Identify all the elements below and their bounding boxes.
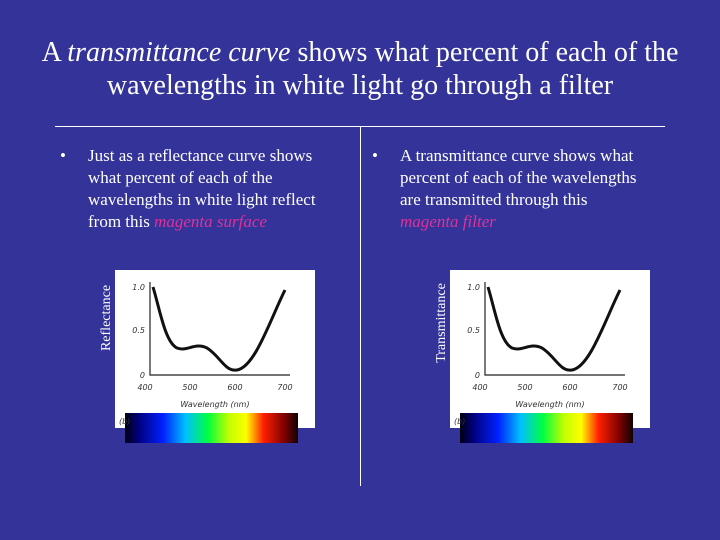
x-tick-label: 400 (137, 383, 152, 392)
x-tick-label: 600 (227, 383, 242, 392)
y-tick-label: 1.0 (132, 283, 145, 292)
curve (151, 286, 287, 372)
x-tick-label: 600 (562, 383, 577, 392)
spectrum-panel: 1.0 0.5 0 400 500 600 700 Wavelength (nm) (b) (115, 270, 315, 443)
title-text: shows what percent of each of the wavele… (106, 37, 679, 101)
x-label: Wavelength (nm) (515, 400, 584, 409)
panel-tag: (b) (119, 417, 130, 426)
x-tick-label: 500 (517, 383, 532, 392)
x-tick-label: 400 (472, 383, 487, 392)
x-tick-label: 500 (182, 383, 197, 392)
axes (484, 282, 625, 376)
bullet-highlight: magenta filter (400, 212, 496, 231)
title-text: A (41, 37, 68, 68)
axis-label: Transmittance (434, 283, 449, 363)
spectrum (460, 413, 633, 443)
bullet: • Just as a reflectance curve shows what … (60, 146, 316, 231)
title: A transmittance curve shows what percent… (40, 36, 680, 102)
curve (486, 286, 622, 372)
y-tick-label: 1.0 (467, 283, 480, 292)
panel-tag: (b) (454, 417, 465, 426)
axis-label: Reflectance (99, 284, 114, 352)
y-tick-label: 0.5 (467, 326, 480, 335)
bullet-highlight: magenta surface (154, 212, 267, 231)
x-tick-label: 700 (612, 383, 627, 392)
x-tick-label: 700 (277, 383, 292, 392)
y-tick-label: 0 (475, 371, 480, 380)
spectrum (125, 413, 298, 443)
y-tick-label: 0 (140, 371, 145, 380)
bullet: • A transmittance curve shows what percen… (372, 146, 637, 231)
bullet-text: Just as a reflectance curve shows what p… (88, 146, 316, 231)
bullet-text: A transmittance curve shows what percent… (400, 146, 637, 209)
spectrum-panel: 1.0 0.5 0 400 500 600 700 Wavelength (nm) (b) (450, 270, 650, 443)
x-label: Wavelength (nm) (180, 400, 249, 409)
y-tick-label: 0.5 (132, 326, 145, 335)
divider (360, 126, 361, 486)
axes (149, 282, 290, 376)
title-italic: transmittance curve (67, 37, 291, 68)
